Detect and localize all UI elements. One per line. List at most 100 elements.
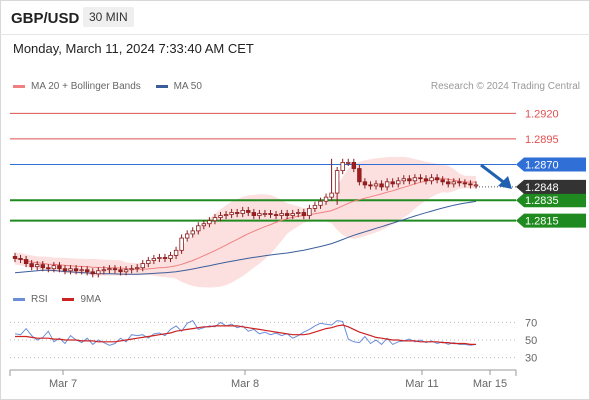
candle-body-48 (279, 213, 284, 216)
candle-body-73 (418, 177, 423, 180)
candle-body-16 (101, 269, 107, 272)
candle-body-8 (57, 265, 62, 270)
candle-body-23 (140, 263, 145, 269)
candle-body-6 (46, 267, 51, 270)
legend-swatch-ma20 (13, 84, 25, 88)
x-tick-label-0: Mar 7 (49, 378, 77, 390)
candle-body-69 (396, 180, 401, 185)
price-legend: MA 20 + Bollinger Bands MA 50 (13, 81, 214, 92)
candle-body-29 (173, 249, 179, 256)
candle-body-2 (23, 259, 29, 264)
candle-body-58 (334, 170, 340, 194)
candle-body-61 (351, 161, 357, 169)
candle-body-22 (134, 267, 140, 270)
candle-body-78 (446, 181, 451, 185)
candle-body-32 (190, 230, 195, 235)
candle-body-46 (268, 213, 273, 215)
candle-body-24 (146, 260, 151, 264)
candle-body-1 (18, 258, 23, 260)
candle-body-33 (196, 225, 201, 232)
rsi-tick-50: 50 (525, 335, 537, 347)
level-label-4: 1.2815 (525, 216, 559, 228)
candle-body-31 (184, 233, 190, 239)
legend-item-ma20: MA 20 + Bollinger Bands (13, 81, 144, 92)
credit-text: Research © 2024 Trading Central (430, 81, 580, 92)
candle-body-7 (51, 265, 57, 270)
candle-body-36 (212, 217, 218, 222)
candle-body-34 (201, 223, 207, 227)
candle-body-38 (223, 214, 229, 216)
candle-body-70 (401, 178, 406, 182)
candle-body-4 (35, 264, 40, 268)
ma20-line (14, 177, 476, 270)
candle-body-64 (368, 184, 373, 187)
candle-body-3 (29, 263, 34, 268)
candle-body-77 (440, 179, 445, 183)
candle-body-18 (112, 268, 118, 271)
candle-body-15 (96, 270, 101, 275)
x-tick-label-3: Mar 15 (473, 378, 507, 390)
candle-body-26 (157, 257, 162, 259)
candle-body-12 (79, 269, 84, 272)
candle-body-47 (273, 214, 279, 216)
timeframe-badge[interactable]: 30 MIN (83, 7, 134, 27)
candle-body-40 (234, 212, 240, 214)
candle-body-9 (62, 268, 68, 272)
candle-body-65 (373, 183, 379, 187)
candle-body-13 (85, 269, 90, 273)
candle-body-17 (107, 268, 112, 271)
candle-body-63 (362, 181, 368, 186)
chart-header: GBP/USD 30 MIN (0, 0, 590, 36)
candle-body-76 (434, 177, 440, 181)
x-tick-label-1: Mar 8 (231, 378, 259, 390)
candle-body-57 (329, 192, 334, 198)
candle-body-53 (307, 207, 312, 216)
candle-body-54 (312, 204, 318, 209)
header-divider (0, 34, 590, 35)
rsi-tick-30: 30 (525, 353, 537, 365)
candle-body-43 (251, 212, 257, 216)
candle-body-11 (73, 268, 79, 272)
candle-body-59 (340, 161, 345, 171)
legend-item-rsi: RSI (13, 294, 50, 305)
level-tag-3 (516, 193, 586, 208)
candle-body-66 (379, 183, 384, 188)
candle-body-27 (162, 257, 168, 259)
candle-body-55 (318, 200, 323, 206)
candle-body-35 (207, 220, 212, 225)
candle-body-56 (323, 196, 329, 202)
last-price-label: 1.2848 (525, 182, 559, 194)
candle-body-39 (229, 212, 234, 215)
timestamp-line: Monday, March 11, 2024 7:33:40 AM CET (13, 41, 254, 56)
rsi-legend: RSI 9MA (13, 294, 113, 305)
candle-body-52 (301, 212, 307, 216)
legend-swatch-9ma (62, 297, 75, 301)
legend-swatch-rsi (13, 297, 25, 301)
candle-body-37 (218, 215, 223, 219)
candle-body-41 (240, 210, 245, 214)
candle-body-0 (12, 256, 18, 259)
legend-label-9ma: 9MA (80, 294, 102, 305)
candle-body-71 (407, 178, 412, 182)
bollinger-band-area (15, 156, 476, 288)
rsi-9ma-line (15, 324, 476, 345)
candle-body-81 (462, 182, 468, 185)
candle-body-28 (168, 255, 173, 259)
level-tag-4 (516, 213, 586, 228)
x-tick-label-2: Mar 11 (405, 378, 438, 390)
candle-body-50 (290, 213, 295, 216)
candle-body-19 (118, 269, 123, 273)
candle-body-42 (246, 210, 251, 213)
candle-body-80 (457, 181, 462, 184)
candle-body-45 (262, 213, 268, 215)
legend-item-ma50: MA 50 (155, 81, 202, 92)
forecast-arrow-head (498, 176, 512, 189)
candle-body-30 (179, 237, 184, 251)
candle-body-79 (451, 181, 456, 185)
level-label-3: 1.2835 (525, 195, 559, 207)
legend-swatch-ma50 (155, 84, 168, 88)
candle-body-60 (346, 161, 351, 164)
candle-body-21 (129, 268, 134, 271)
legend-label-ma50: MA 50 (173, 81, 202, 92)
